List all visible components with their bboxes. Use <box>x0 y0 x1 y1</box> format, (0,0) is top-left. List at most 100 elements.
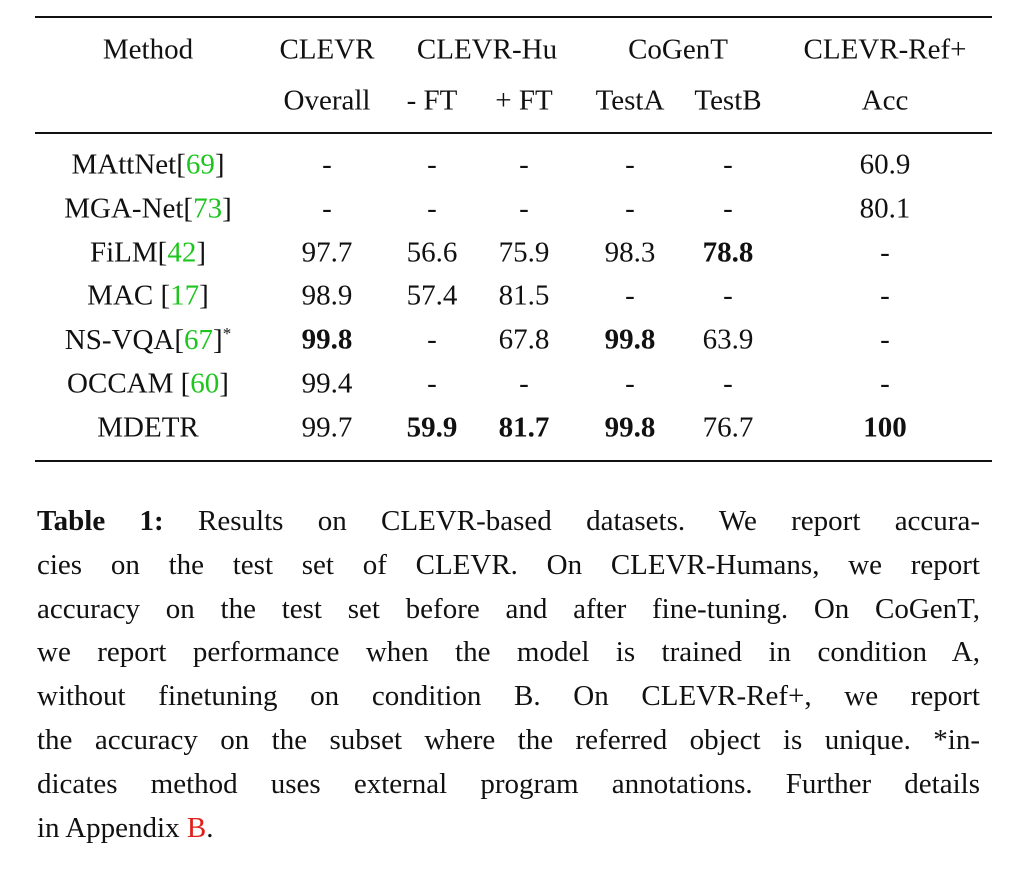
table-cell: 99.8 <box>604 411 656 444</box>
caption-line: cies on the test set of CLEVR. On CLEVR-… <box>37 548 980 581</box>
table-cell: 99.8 <box>301 323 353 356</box>
table-cell: 76.7 <box>702 411 754 444</box>
method-cell: MDETR <box>97 413 199 442</box>
caption-text: we report performance when the model is … <box>37 636 980 669</box>
method-name: NS-VQA[ <box>64 324 185 357</box>
table-cell: - <box>880 279 890 312</box>
table-cell: - <box>427 148 437 181</box>
header-cell: TestB <box>694 84 762 117</box>
table-cell: - <box>625 192 635 225</box>
method-name: FiLM[ <box>89 236 168 269</box>
bracket: ] <box>196 236 207 269</box>
caption-label: Table 1: <box>37 505 164 537</box>
header-cell: TestA <box>595 84 665 117</box>
table-cell: 81.5 <box>498 279 550 312</box>
table-cell: 60.9 <box>859 148 911 181</box>
table-cell: - <box>880 367 890 400</box>
table-cell: 80.1 <box>859 192 911 225</box>
method-cell: MAttNet[69] <box>71 148 225 181</box>
caption-line: we report performance when the model is … <box>37 638 980 667</box>
table-cell: 63.9 <box>702 323 754 356</box>
table-cell: 99.8 <box>604 323 656 356</box>
bracket: ] <box>214 148 225 181</box>
method-cell: MGA-Net[73] <box>64 194 232 223</box>
bracket: ] <box>213 324 223 357</box>
table-cell: - <box>625 148 635 181</box>
table-cell: 99.4 <box>301 367 353 400</box>
table-cell: - <box>427 367 437 400</box>
citation: 60 <box>190 367 220 400</box>
header-cell: + FT <box>495 84 553 117</box>
table-cell: 98.9 <box>301 279 353 312</box>
table-cell: 81.7 <box>498 411 550 444</box>
table-cell: - <box>723 192 733 225</box>
appendix-link[interactable]: B <box>186 811 207 844</box>
caption-text: accuracy on the test set before and afte… <box>37 592 980 625</box>
header-cell: Acc <box>861 84 909 117</box>
table-cell: 78.8 <box>702 236 754 269</box>
table-cell: - <box>519 367 529 400</box>
table-cell: - <box>322 148 332 181</box>
header-cell: CLEVR-Hu <box>416 33 558 66</box>
table-cell: - <box>723 367 733 400</box>
table-cell: - <box>880 323 890 356</box>
citation: 69 <box>185 148 215 181</box>
citation: 73 <box>193 192 223 225</box>
bracket: ] <box>219 367 229 400</box>
table-cell: 59.9 <box>406 411 458 444</box>
method-name: MGA-Net[ <box>64 192 194 225</box>
table-cell: - <box>880 236 890 269</box>
method-name: MAttNet[ <box>71 148 186 181</box>
caption-line: in Appendix B. <box>37 811 980 844</box>
caption-text: in Appendix <box>37 811 187 844</box>
header-cell: Overall <box>283 84 371 117</box>
method-cell: FiLM[42] <box>90 238 206 267</box>
method-name: MDETR <box>97 411 199 444</box>
table-cell: 98.3 <box>604 236 656 269</box>
table-cell: 97.7 <box>301 236 353 269</box>
table-cell: - <box>519 148 529 181</box>
table-cell: 57.4 <box>406 279 458 312</box>
caption-line: without finetuning on condition B. On CL… <box>37 682 980 711</box>
mid-rule <box>35 132 992 134</box>
caption-line: accuracy on the test set before and afte… <box>37 592 980 625</box>
header-cell: Method <box>102 33 194 66</box>
citation: 67 <box>184 324 214 357</box>
citation: 42 <box>167 236 197 269</box>
caption-end: . <box>206 811 214 844</box>
bracket: ] <box>222 192 232 225</box>
method-cell: MAC [17] <box>87 279 209 312</box>
header-cell: - FT <box>406 84 458 117</box>
caption-line: the accuracy on the subset where the ref… <box>37 726 980 755</box>
header-cell: CoGenT <box>628 33 728 66</box>
table-cell: - <box>625 367 635 400</box>
caption-line: Table 1: Results on CLEVR-based datasets… <box>37 507 980 536</box>
caption-text: the accuracy on the subset where the ref… <box>37 724 980 756</box>
caption-text: dicates method uses external program ann… <box>37 767 980 800</box>
table-cell: - <box>519 192 529 225</box>
method-cell: OCCAM [60] <box>67 367 229 400</box>
table-cell: - <box>322 192 332 225</box>
bracket: ] <box>199 279 209 312</box>
footnote-mark: * <box>222 324 232 344</box>
method-name: OCCAM [ <box>67 367 191 400</box>
table-cell: - <box>723 279 733 312</box>
table-cell: - <box>625 279 635 312</box>
header-cell: CLEVR <box>279 33 375 66</box>
caption-line: dicates method uses external program ann… <box>37 767 980 800</box>
table-cell: 99.7 <box>301 411 353 444</box>
method-cell: NS-VQA[67]* <box>65 325 231 355</box>
caption-text: Results on CLEVR-based datasets. We repo… <box>198 505 980 537</box>
caption-text: cies on the test set of CLEVR. On CLEVR-… <box>37 548 980 581</box>
table-cell: 100 <box>863 411 907 444</box>
top-rule <box>35 16 992 18</box>
bottom-rule <box>35 460 992 462</box>
table-cell: 67.8 <box>498 323 550 356</box>
caption-text: without finetuning on condition B. On CL… <box>37 680 980 713</box>
table-cell: - <box>427 323 437 356</box>
header-cell: CLEVR-Ref+ <box>803 33 967 66</box>
citation: 17 <box>170 279 200 312</box>
table-cell: 75.9 <box>498 236 550 269</box>
table-cell: - <box>427 192 437 225</box>
